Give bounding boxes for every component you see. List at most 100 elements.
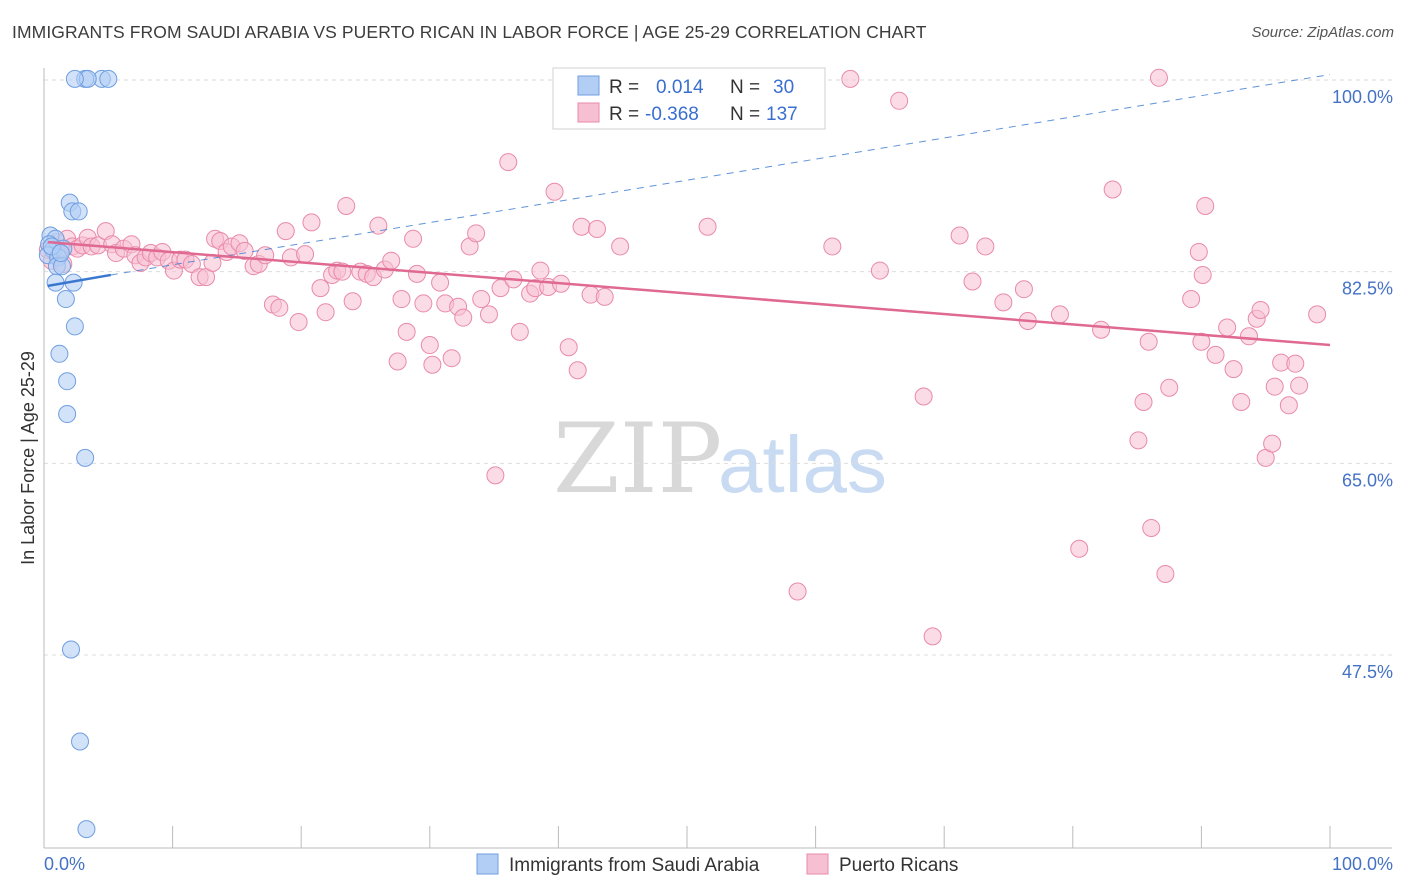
puerto-rican-point bbox=[950, 226, 969, 245]
saudi-arabia-point bbox=[65, 69, 84, 88]
puerto-rican-point bbox=[1050, 305, 1069, 324]
puerto-rican-point bbox=[823, 237, 842, 256]
puerto-rican-point bbox=[531, 261, 550, 280]
puerto-rican-point bbox=[414, 294, 433, 313]
puerto-rican-point bbox=[333, 262, 352, 281]
saudi-arabia-point bbox=[50, 344, 69, 363]
puerto-rican-point bbox=[587, 219, 606, 238]
puerto-rican-point bbox=[1103, 180, 1122, 199]
puerto-rican-point bbox=[1279, 396, 1298, 415]
y-tick-label: 47.5% bbox=[1342, 662, 1393, 682]
puerto-rican-point bbox=[1308, 305, 1327, 324]
trend-lines bbox=[47, 74, 1331, 347]
legend-n-label-2: N = bbox=[730, 104, 760, 125]
source-label: Source: ZipAtlas.com bbox=[1251, 24, 1394, 41]
x-tick-label-max: 100.0% bbox=[1332, 854, 1393, 874]
puerto-rican-point bbox=[1156, 564, 1175, 583]
puerto-rican-point bbox=[382, 251, 401, 270]
saudi-arabia-point bbox=[76, 448, 95, 467]
puerto-rican-point bbox=[182, 255, 201, 273]
puerto-rican-point bbox=[1239, 327, 1258, 346]
saudi-arabia-point bbox=[62, 640, 81, 659]
puerto-rican-point bbox=[568, 361, 587, 380]
puerto-rican-point bbox=[1070, 539, 1089, 558]
y-axis-label: In Labor Force | Age 25-29 bbox=[18, 351, 38, 565]
puerto-rican-point bbox=[1224, 360, 1243, 379]
puerto-rican-point bbox=[289, 313, 308, 332]
puerto-rican-point bbox=[1134, 393, 1153, 411]
puerto-rican-point bbox=[976, 237, 995, 256]
puerto-rican-point bbox=[388, 352, 407, 371]
chart-title: IMMIGRANTS FROM SAUDI ARABIA VS PUERTO R… bbox=[12, 22, 927, 42]
saudi-arabia-point bbox=[58, 405, 77, 424]
saudi-arabia-point bbox=[99, 69, 118, 88]
y-tick-label: 65.0% bbox=[1342, 470, 1393, 490]
saudi-arabia-trend-line bbox=[47, 273, 112, 288]
puerto-rican-point bbox=[499, 153, 518, 172]
legend-n-label-1: N = bbox=[730, 77, 760, 98]
bottom-legend-swatch-pink bbox=[806, 853, 829, 875]
saudi-arabia-point bbox=[51, 244, 70, 263]
legend-swatch-pink bbox=[577, 102, 600, 123]
saudi-arabia-point bbox=[56, 290, 75, 309]
legend-r-label-2: R = bbox=[609, 104, 639, 125]
x-tick-label-min: 0.0% bbox=[44, 854, 85, 874]
watermark-atlas: atlas bbox=[718, 420, 887, 509]
puerto-rican-point bbox=[1251, 301, 1270, 319]
puerto-rican-point bbox=[1014, 280, 1033, 299]
puerto-rican-point bbox=[467, 224, 486, 243]
puerto-rican-point bbox=[311, 279, 330, 298]
puerto-rican-point bbox=[545, 182, 564, 201]
saudi-arabia-point bbox=[77, 820, 96, 839]
puerto-rican-point bbox=[1160, 378, 1179, 397]
puerto-rican-point bbox=[431, 273, 450, 292]
saudi-arabia-trend-extension bbox=[110, 74, 1331, 276]
puerto-rican-point bbox=[890, 91, 909, 110]
puerto-rican-point bbox=[343, 292, 362, 311]
puerto-rican-point bbox=[1182, 290, 1201, 309]
puerto-rican-point bbox=[423, 355, 442, 374]
saudi-arabia-point bbox=[71, 732, 90, 751]
puerto-rican-points bbox=[38, 67, 1327, 646]
saudi-arabia-point bbox=[58, 372, 77, 391]
puerto-rican-point bbox=[1265, 377, 1284, 396]
x-axis-ticks bbox=[43, 826, 1331, 848]
puerto-rican-point bbox=[337, 196, 356, 215]
puerto-rican-point bbox=[454, 308, 473, 327]
puerto-rican-point bbox=[1192, 332, 1211, 351]
puerto-rican-point bbox=[1092, 320, 1111, 339]
puerto-rican-point bbox=[392, 290, 411, 309]
puerto-rican-point bbox=[1290, 376, 1309, 395]
puerto-rican-point bbox=[963, 272, 982, 291]
top-legend: R = 0.014 N = 30 R = -0.368 N = 137 bbox=[552, 67, 826, 130]
puerto-rican-point bbox=[276, 222, 295, 241]
legend-swatch-blue bbox=[577, 75, 600, 96]
saudi-arabia-points bbox=[38, 69, 118, 839]
puerto-rican-point bbox=[397, 322, 416, 341]
puerto-rican-point bbox=[595, 287, 614, 306]
puerto-rican-point bbox=[442, 349, 461, 368]
watermark-zip: ZIP bbox=[553, 403, 722, 515]
puerto-rican-point bbox=[404, 229, 423, 248]
puerto-rican-point bbox=[270, 298, 289, 317]
y-tick-label: 82.5% bbox=[1342, 279, 1393, 299]
puerto-rican-point bbox=[572, 217, 591, 236]
puerto-rican-point bbox=[841, 69, 860, 88]
puerto-rican-point bbox=[870, 261, 889, 280]
bottom-legend-swatch-blue bbox=[476, 853, 499, 875]
puerto-rican-point bbox=[316, 303, 335, 322]
puerto-rican-point bbox=[1189, 242, 1208, 261]
legend-n-value-2: 137 bbox=[766, 104, 798, 125]
saudi-arabia-point bbox=[69, 202, 88, 221]
puerto-rican-point bbox=[420, 336, 439, 355]
puerto-rican-point bbox=[407, 264, 426, 283]
puerto-rican-point bbox=[1129, 431, 1148, 450]
puerto-rican-point bbox=[1206, 345, 1225, 364]
puerto-rican-point bbox=[698, 217, 717, 236]
legend-r-value-1: 0.014 bbox=[656, 77, 704, 98]
y-tick-labels: 100.0% 82.5% 65.0% 47.5% bbox=[1332, 87, 1393, 682]
bottom-legend-label-puerto-rican: Puerto Ricans bbox=[839, 855, 958, 876]
grid-lines bbox=[44, 79, 1392, 656]
puerto-rican-point bbox=[235, 241, 254, 260]
